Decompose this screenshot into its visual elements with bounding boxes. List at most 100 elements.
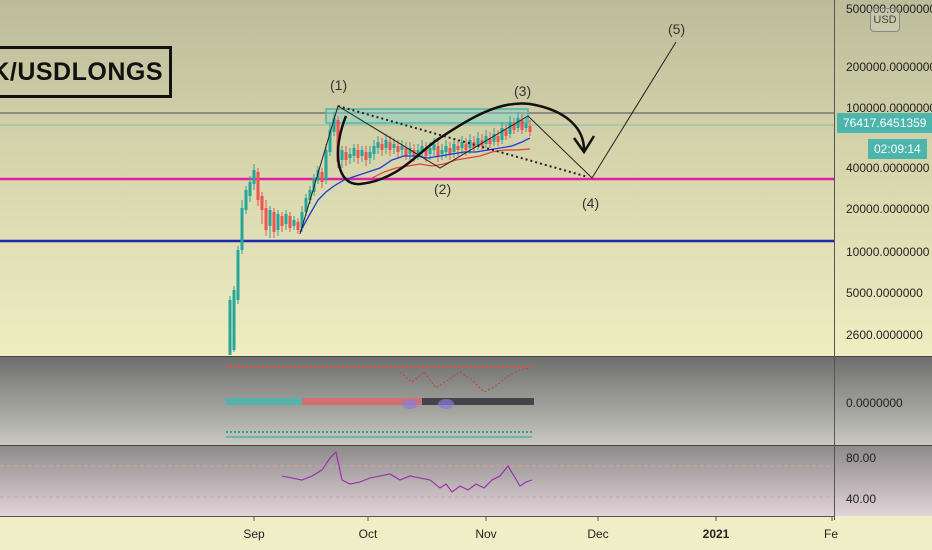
time-axis-label: Fe [824, 527, 838, 541]
candle-body [228, 300, 232, 355]
candle-body [240, 208, 244, 250]
price-axis-label: 20000.0000000 [846, 202, 930, 216]
ma-blue-line [299, 137, 531, 233]
indicator-blob [402, 399, 418, 409]
candle-body [468, 140, 472, 148]
candle-body [308, 190, 312, 200]
candle-body [412, 150, 416, 156]
time-axis[interactable]: Sep Oct Nov Dec 2021 Fe [243, 517, 838, 541]
resistance-zone[interactable] [325, 108, 529, 124]
curved-arrow-head [572, 135, 596, 155]
price-axis-label: 5000.0000000 [846, 286, 923, 300]
indicator-histogram-bar [226, 398, 302, 405]
candle-body [280, 216, 284, 226]
candle-body [504, 130, 508, 136]
candle-body [260, 196, 264, 210]
candle-body [232, 290, 236, 350]
candle-body [432, 144, 436, 150]
elliott-wave-line[interactable] [299, 41, 677, 235]
candle-body [268, 210, 272, 226]
candle-body [292, 220, 296, 226]
candle-body [404, 148, 408, 156]
wave-label-5: (5) [668, 21, 685, 37]
rsi-axis-label: 80.00 [846, 451, 876, 465]
currency-badge[interactable]: USD [870, 8, 900, 32]
candle-body [288, 216, 292, 228]
price-axis-label: 10000.0000000 [846, 245, 930, 259]
last-price-label: 76417.6451359 [837, 113, 932, 133]
candle-body [496, 136, 500, 142]
candle-body [512, 124, 516, 130]
candle-body [464, 144, 468, 150]
candle-body [424, 148, 428, 156]
candle-body [284, 214, 288, 224]
time-axis-pane[interactable] [0, 516, 932, 550]
candle-body [356, 150, 360, 158]
candle-body [392, 144, 396, 148]
candle-body [524, 124, 528, 128]
indicator-histogram-bar [302, 398, 422, 405]
candle-body [484, 136, 488, 144]
candle-body [324, 150, 328, 180]
candle-body [492, 134, 496, 142]
indicator-blob [438, 399, 454, 409]
candle-body [296, 222, 300, 230]
curved-arrow-path[interactable] [336, 102, 586, 186]
price-axis-label: 2600.0000000 [846, 328, 923, 342]
price-axis-label: 200000.0000000 [846, 60, 932, 74]
candle-body [500, 128, 504, 140]
time-axis-label: Dec [587, 527, 608, 541]
wave-label-1: (1) [330, 77, 347, 93]
candle-body [376, 142, 380, 148]
candle-body [300, 212, 304, 228]
candle-body [364, 152, 368, 160]
candle-body [264, 208, 268, 230]
candle-body [440, 150, 444, 154]
candle-body [348, 154, 352, 158]
candle-body [516, 118, 520, 128]
candle-body [420, 146, 424, 152]
candle-body [352, 148, 356, 156]
candle-body [312, 178, 316, 192]
candle-body [488, 138, 492, 144]
price-axis[interactable]: 500000.0000000 200000.0000000 100000.000… [846, 2, 932, 342]
candle-body [444, 146, 448, 152]
indicator-histogram-bar [422, 398, 534, 405]
candle-body [372, 146, 376, 154]
wave-label-2: (2) [434, 181, 451, 197]
trend-dotted-line[interactable] [337, 105, 589, 178]
symbol-title-box: NK/USDLONGS [0, 46, 172, 98]
candle-body [456, 146, 460, 150]
candle-body [416, 150, 420, 154]
time-axis-label: 2021 [703, 527, 730, 541]
candle-body [460, 142, 464, 148]
time-axis-label: Oct [359, 527, 378, 541]
candle-body [328, 130, 332, 152]
candle-body [520, 120, 524, 130]
rsi-pane[interactable] [0, 446, 932, 516]
candle-body [384, 140, 388, 148]
rsi-axis-label: 40.00 [846, 492, 876, 506]
rsi-line [281, 450, 533, 493]
price-axis-label: 100000.0000000 [846, 101, 932, 115]
wave-label-3: (3) [514, 83, 531, 99]
time-axis-label: Sep [243, 527, 265, 541]
candle-body [380, 144, 384, 150]
candle-body [320, 172, 324, 182]
candle-body [276, 214, 280, 230]
candle-body [400, 146, 404, 150]
candle-body [236, 250, 240, 300]
candle-body [508, 122, 512, 134]
candle-body [304, 198, 308, 212]
symbol-title: NK/USDLONGS [0, 57, 163, 86]
candle-body [452, 144, 456, 152]
candle-body [368, 152, 372, 158]
candle-body [272, 212, 276, 232]
candle-body [256, 172, 260, 200]
candle-body [252, 170, 256, 184]
candle-body [396, 146, 400, 152]
candle-body [248, 182, 252, 196]
candle-body [244, 190, 248, 210]
candle-body [344, 152, 348, 160]
